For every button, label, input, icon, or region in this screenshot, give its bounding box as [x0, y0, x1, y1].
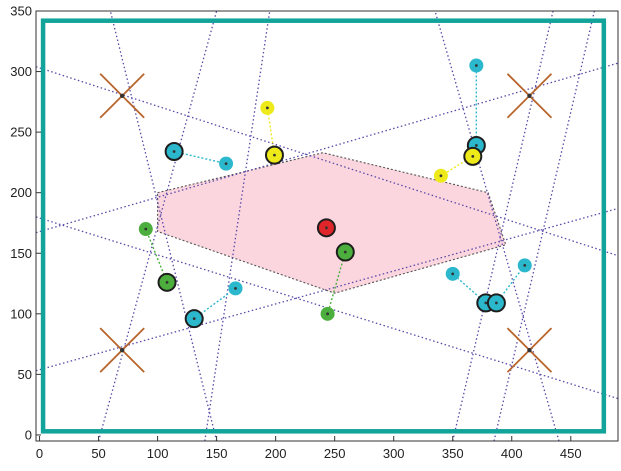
- constraint-line-2: [109, 11, 218, 441]
- agent-target-dot: [326, 312, 329, 316]
- agent-link: [326, 251, 346, 315]
- x-tick-label: 250: [324, 446, 346, 461]
- agent-center-dot: [484, 301, 488, 305]
- agent-4: [164, 142, 234, 171]
- x-tick-label: 200: [265, 446, 287, 461]
- agent-center-dot: [165, 280, 169, 284]
- constraint-line-3: [204, 11, 271, 441]
- y-tick-label: 250: [10, 125, 32, 140]
- agent-5: [184, 281, 243, 329]
- agent-target-dot: [265, 106, 269, 110]
- agent-10: [486, 258, 532, 313]
- cross-center-dot: [527, 93, 532, 98]
- x-tick-label: 50: [91, 446, 105, 461]
- constraint-line-4: [434, 11, 560, 441]
- agent-target-dot: [523, 263, 527, 267]
- agent-6: [260, 100, 284, 165]
- agent-center-dot: [495, 301, 498, 305]
- y-tick-label: 0: [25, 427, 32, 442]
- y-tick-label: 350: [10, 4, 32, 19]
- x-tick-label: 100: [147, 446, 169, 461]
- constraint-line-6: [493, 11, 596, 441]
- x-tick-label: 350: [442, 446, 464, 461]
- agent-target-dot: [474, 64, 478, 67]
- y-tick-label: 300: [10, 64, 32, 79]
- constraint-line-10: [36, 207, 618, 372]
- cross-marker-4: [506, 327, 553, 373]
- agent-center-dot: [471, 154, 475, 158]
- agent-center-dot: [192, 317, 196, 321]
- y-tick-label: 150: [10, 246, 32, 261]
- agent-target-dot: [144, 227, 148, 231]
- agent-center-dot: [172, 150, 176, 153]
- cross-marker-1: [99, 73, 145, 119]
- x-tick-label: 150: [206, 446, 228, 461]
- agent-3: [138, 222, 177, 292]
- agent-8: [433, 146, 483, 183]
- agent-link: [145, 228, 168, 283]
- agent-link: [452, 273, 487, 304]
- agent-center-dot: [474, 144, 478, 147]
- cross-center-dot: [527, 347, 532, 353]
- agent-2: [320, 242, 355, 321]
- cross-center-dot: [119, 93, 125, 98]
- agent-target-dot: [234, 286, 237, 290]
- agent-center-dot: [325, 226, 328, 230]
- y-tick-label: 50: [18, 367, 32, 382]
- agent-target-dot: [439, 174, 443, 178]
- agent-center-dot: [273, 153, 276, 157]
- agent-center-dot: [343, 250, 347, 254]
- x-tick-label: 0: [36, 446, 43, 461]
- agent-1: [316, 218, 336, 238]
- x-tick-label: 300: [383, 446, 405, 461]
- x-tick-label: 400: [501, 446, 523, 461]
- cross-center-dot: [119, 347, 125, 353]
- constraint-line-7: [36, 62, 618, 234]
- y-tick-label: 200: [10, 185, 32, 200]
- y-tick-label: 100: [10, 306, 32, 321]
- x-tick-label: 450: [560, 446, 582, 461]
- boundary-rect: [40, 18, 607, 434]
- cross-marker-3: [99, 327, 145, 373]
- agent-target-dot: [451, 272, 455, 276]
- agent-target-dot: [224, 162, 228, 166]
- axes-frame: [35, 10, 619, 442]
- constraint-line-5: [452, 11, 554, 441]
- cross-marker-2: [506, 73, 553, 119]
